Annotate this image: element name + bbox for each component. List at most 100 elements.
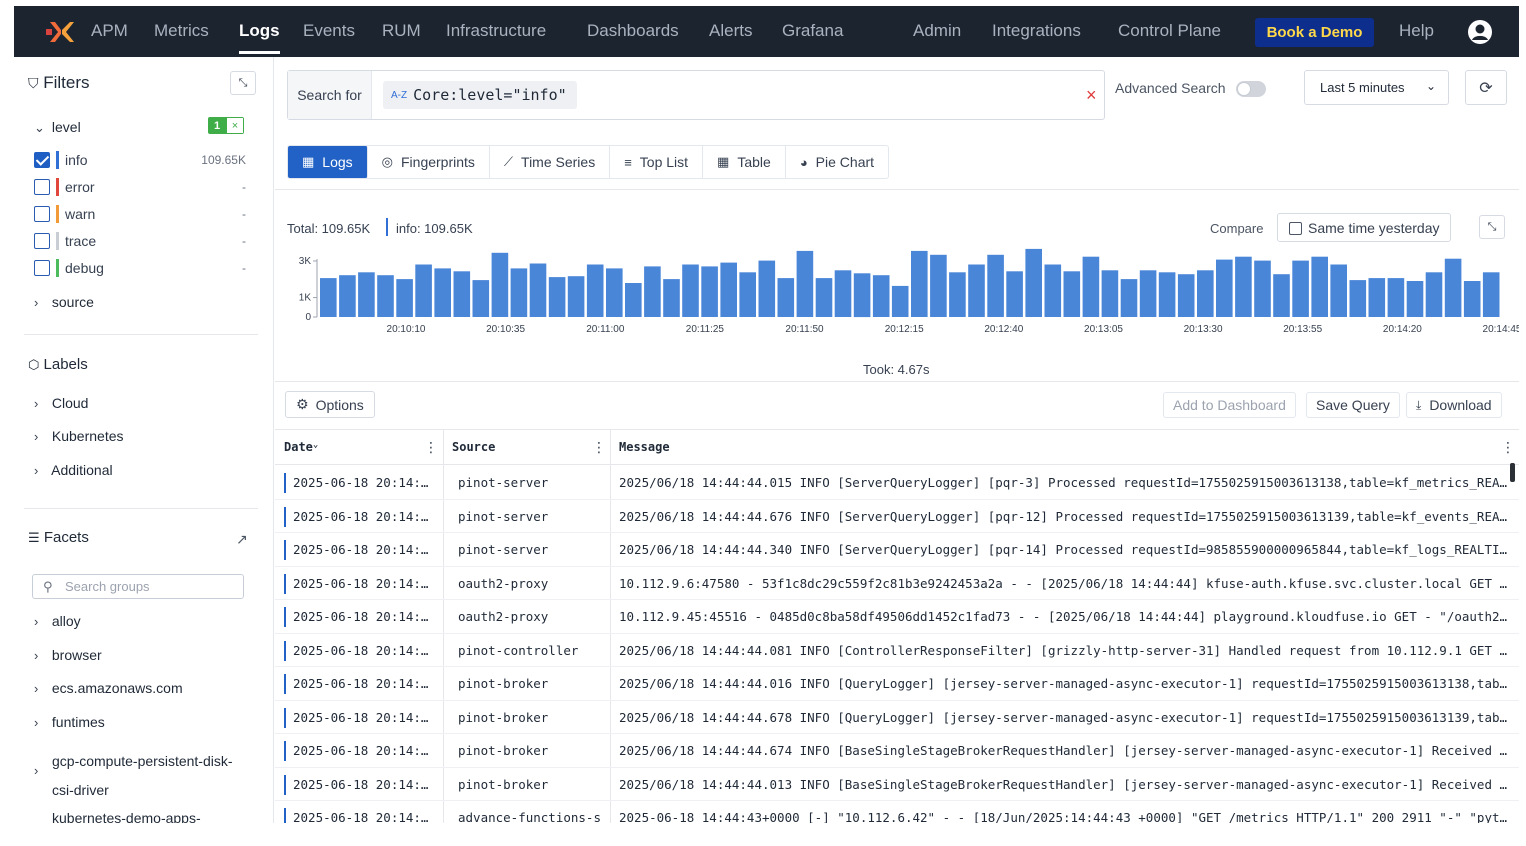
nav-alerts[interactable]: Alerts [709, 21, 753, 40]
chart-bar[interactable] [1025, 248, 1042, 317]
tab-pie-chart[interactable]: ◕ Pie Chart [786, 146, 888, 178]
chart-bar[interactable] [663, 279, 680, 317]
chart-bar[interactable] [1273, 274, 1290, 317]
date-column-header[interactable]: Date⌄ [284, 440, 318, 454]
facet-item-alloy[interactable]: › alloy [34, 613, 81, 629]
chart-bar[interactable] [815, 278, 833, 317]
chart-bar[interactable] [320, 278, 337, 317]
chart-bar[interactable] [586, 264, 604, 318]
column-menu-icon[interactable]: ⋮ [592, 439, 606, 455]
level-filter-error[interactable]: error - [34, 177, 246, 197]
chart-bar[interactable] [1006, 271, 1023, 317]
facet-item-ecs[interactable]: › ecs.amazonaws.com [34, 680, 183, 696]
tab-top-list[interactable]: ≡ Top List [610, 146, 704, 178]
chart-bar[interactable] [1120, 279, 1138, 317]
chart-bar[interactable] [1330, 264, 1347, 318]
chart-bar[interactable] [853, 273, 871, 318]
kloudfuse-logo-icon[interactable] [46, 20, 74, 44]
tab-table[interactable]: ▦ Table [703, 146, 786, 178]
tab-logs[interactable]: ▦ Logs [288, 146, 368, 178]
chart-bar[interactable] [949, 272, 966, 317]
time-range-select[interactable]: Last 5 minutes ⌄ [1304, 70, 1449, 105]
column-menu-icon[interactable]: ⋮ [1501, 439, 1515, 455]
table-scrollbar[interactable] [1510, 463, 1515, 482]
level-checkbox[interactable] [34, 260, 50, 276]
collapse-chart-icon[interactable]: ⤡ [1479, 215, 1505, 239]
source-group-toggle[interactable]: › source [34, 294, 94, 310]
table-row[interactable]: 2025-06-18 20:14:… pinot-broker 2025/06/18… [275, 768, 1519, 801]
chart-bar[interactable] [911, 250, 928, 317]
nav-metrics[interactable]: Metrics [154, 21, 209, 40]
nav-logs[interactable]: Logs [239, 21, 280, 54]
level-group-toggle[interactable]: ⌄ level [34, 119, 81, 136]
chart-bar[interactable] [1044, 264, 1062, 318]
chart-bar[interactable] [968, 264, 985, 318]
chart-bar[interactable] [510, 268, 528, 317]
table-row[interactable]: 2025-06-18 20:14:… advance-functions-s 202… [275, 801, 1519, 823]
level-checkbox[interactable] [34, 152, 50, 168]
chart-bar[interactable] [377, 275, 394, 317]
chart-bar[interactable] [491, 252, 509, 317]
column-menu-icon[interactable]: ⋮ [424, 439, 438, 455]
chart-bar[interactable] [1139, 270, 1157, 317]
chart-bar[interactable] [1235, 256, 1252, 317]
level-filter-info[interactable]: info 109.65K [34, 150, 246, 170]
chart-bar[interactable] [739, 272, 756, 317]
chart-bar[interactable] [567, 276, 585, 317]
chart-bar[interactable] [834, 270, 852, 317]
level-checkbox[interactable] [34, 179, 50, 195]
clear-search-icon[interactable]: × [1086, 85, 1097, 105]
chart-bar[interactable] [1082, 256, 1100, 317]
chart-bar[interactable] [1197, 270, 1214, 317]
chart-bar[interactable] [358, 272, 375, 317]
chart-bar[interactable] [1349, 280, 1367, 317]
search-bar[interactable]: Search for A-Z Core:level="info" × [287, 70, 1105, 120]
facet-item-gcp-compute[interactable]: › gcp-compute-persistent-disk- csi-drive… [34, 747, 254, 805]
level-filter-warn[interactable]: warn - [34, 204, 246, 224]
tab-fingerprints[interactable]: ◎ Fingerprints [368, 146, 490, 178]
nav-events[interactable]: Events [303, 21, 355, 40]
save-query-button[interactable]: Save Query [1306, 392, 1400, 418]
nav-infrastructure[interactable]: Infrastructure [446, 21, 547, 40]
chart-bar[interactable] [434, 268, 451, 317]
nav-rum[interactable]: RUM [382, 21, 421, 40]
nav-apm[interactable]: APM [91, 21, 128, 40]
chart-bar[interactable] [891, 285, 909, 317]
options-button[interactable]: ⚙ Options [285, 391, 375, 418]
nav-grafana[interactable]: Grafana [782, 21, 844, 40]
facet-item-browser[interactable]: › browser [34, 647, 102, 663]
source-column-header[interactable]: Source [452, 440, 496, 454]
chart-bar[interactable] [453, 271, 471, 317]
chart-bar[interactable] [777, 278, 795, 317]
chart-bar[interactable] [1406, 281, 1424, 317]
chart-bar[interactable] [872, 275, 890, 317]
add-to-dashboard-button[interactable]: Add to Dashboard [1163, 392, 1296, 418]
chart-bar[interactable] [1101, 270, 1119, 317]
table-row[interactable]: 2025-06-18 20:14:… oauth2-proxy 10.112.9.4… [275, 600, 1519, 634]
book-demo-button[interactable]: Book a Demo [1255, 18, 1374, 47]
advanced-search-toggle[interactable] [1236, 81, 1266, 97]
level-filter-trace[interactable]: trace - [34, 231, 246, 251]
level-checkbox[interactable] [34, 206, 50, 222]
chart-bar[interactable] [529, 263, 547, 318]
table-row[interactable]: 2025-06-18 20:14:… pinot-server 2025/06/18… [275, 466, 1519, 500]
chart-bar[interactable] [1425, 272, 1443, 317]
facet-item-kubernetes-demo[interactable]: kubernetes-demo-apps- [52, 810, 201, 823]
chart-bar[interactable] [701, 266, 718, 317]
chart-bar[interactable] [1463, 281, 1481, 317]
level-filter-debug[interactable]: debug - [34, 258, 246, 278]
nav-help[interactable]: Help [1399, 21, 1434, 40]
table-row[interactable]: 2025-06-18 20:14:… pinot-controller 2025/0… [275, 634, 1519, 667]
table-row[interactable]: 2025-06-18 20:14:… oauth2-proxy 10.112.9.6… [275, 567, 1519, 600]
chart-bar[interactable] [1158, 272, 1176, 317]
chart-bar[interactable] [415, 264, 432, 318]
chart-bar[interactable] [1387, 278, 1405, 317]
chart-bar[interactable] [1482, 272, 1500, 317]
message-column-header[interactable]: Message [619, 440, 670, 454]
chart-bar[interactable] [1063, 271, 1081, 317]
labels-item-kubernetes[interactable]: › Kubernetes [34, 428, 124, 444]
facet-item-funtimes[interactable]: › funtimes [34, 714, 105, 730]
chart-bar[interactable] [396, 279, 413, 317]
level-checkbox[interactable] [34, 233, 50, 249]
chart-bar[interactable] [796, 250, 814, 317]
